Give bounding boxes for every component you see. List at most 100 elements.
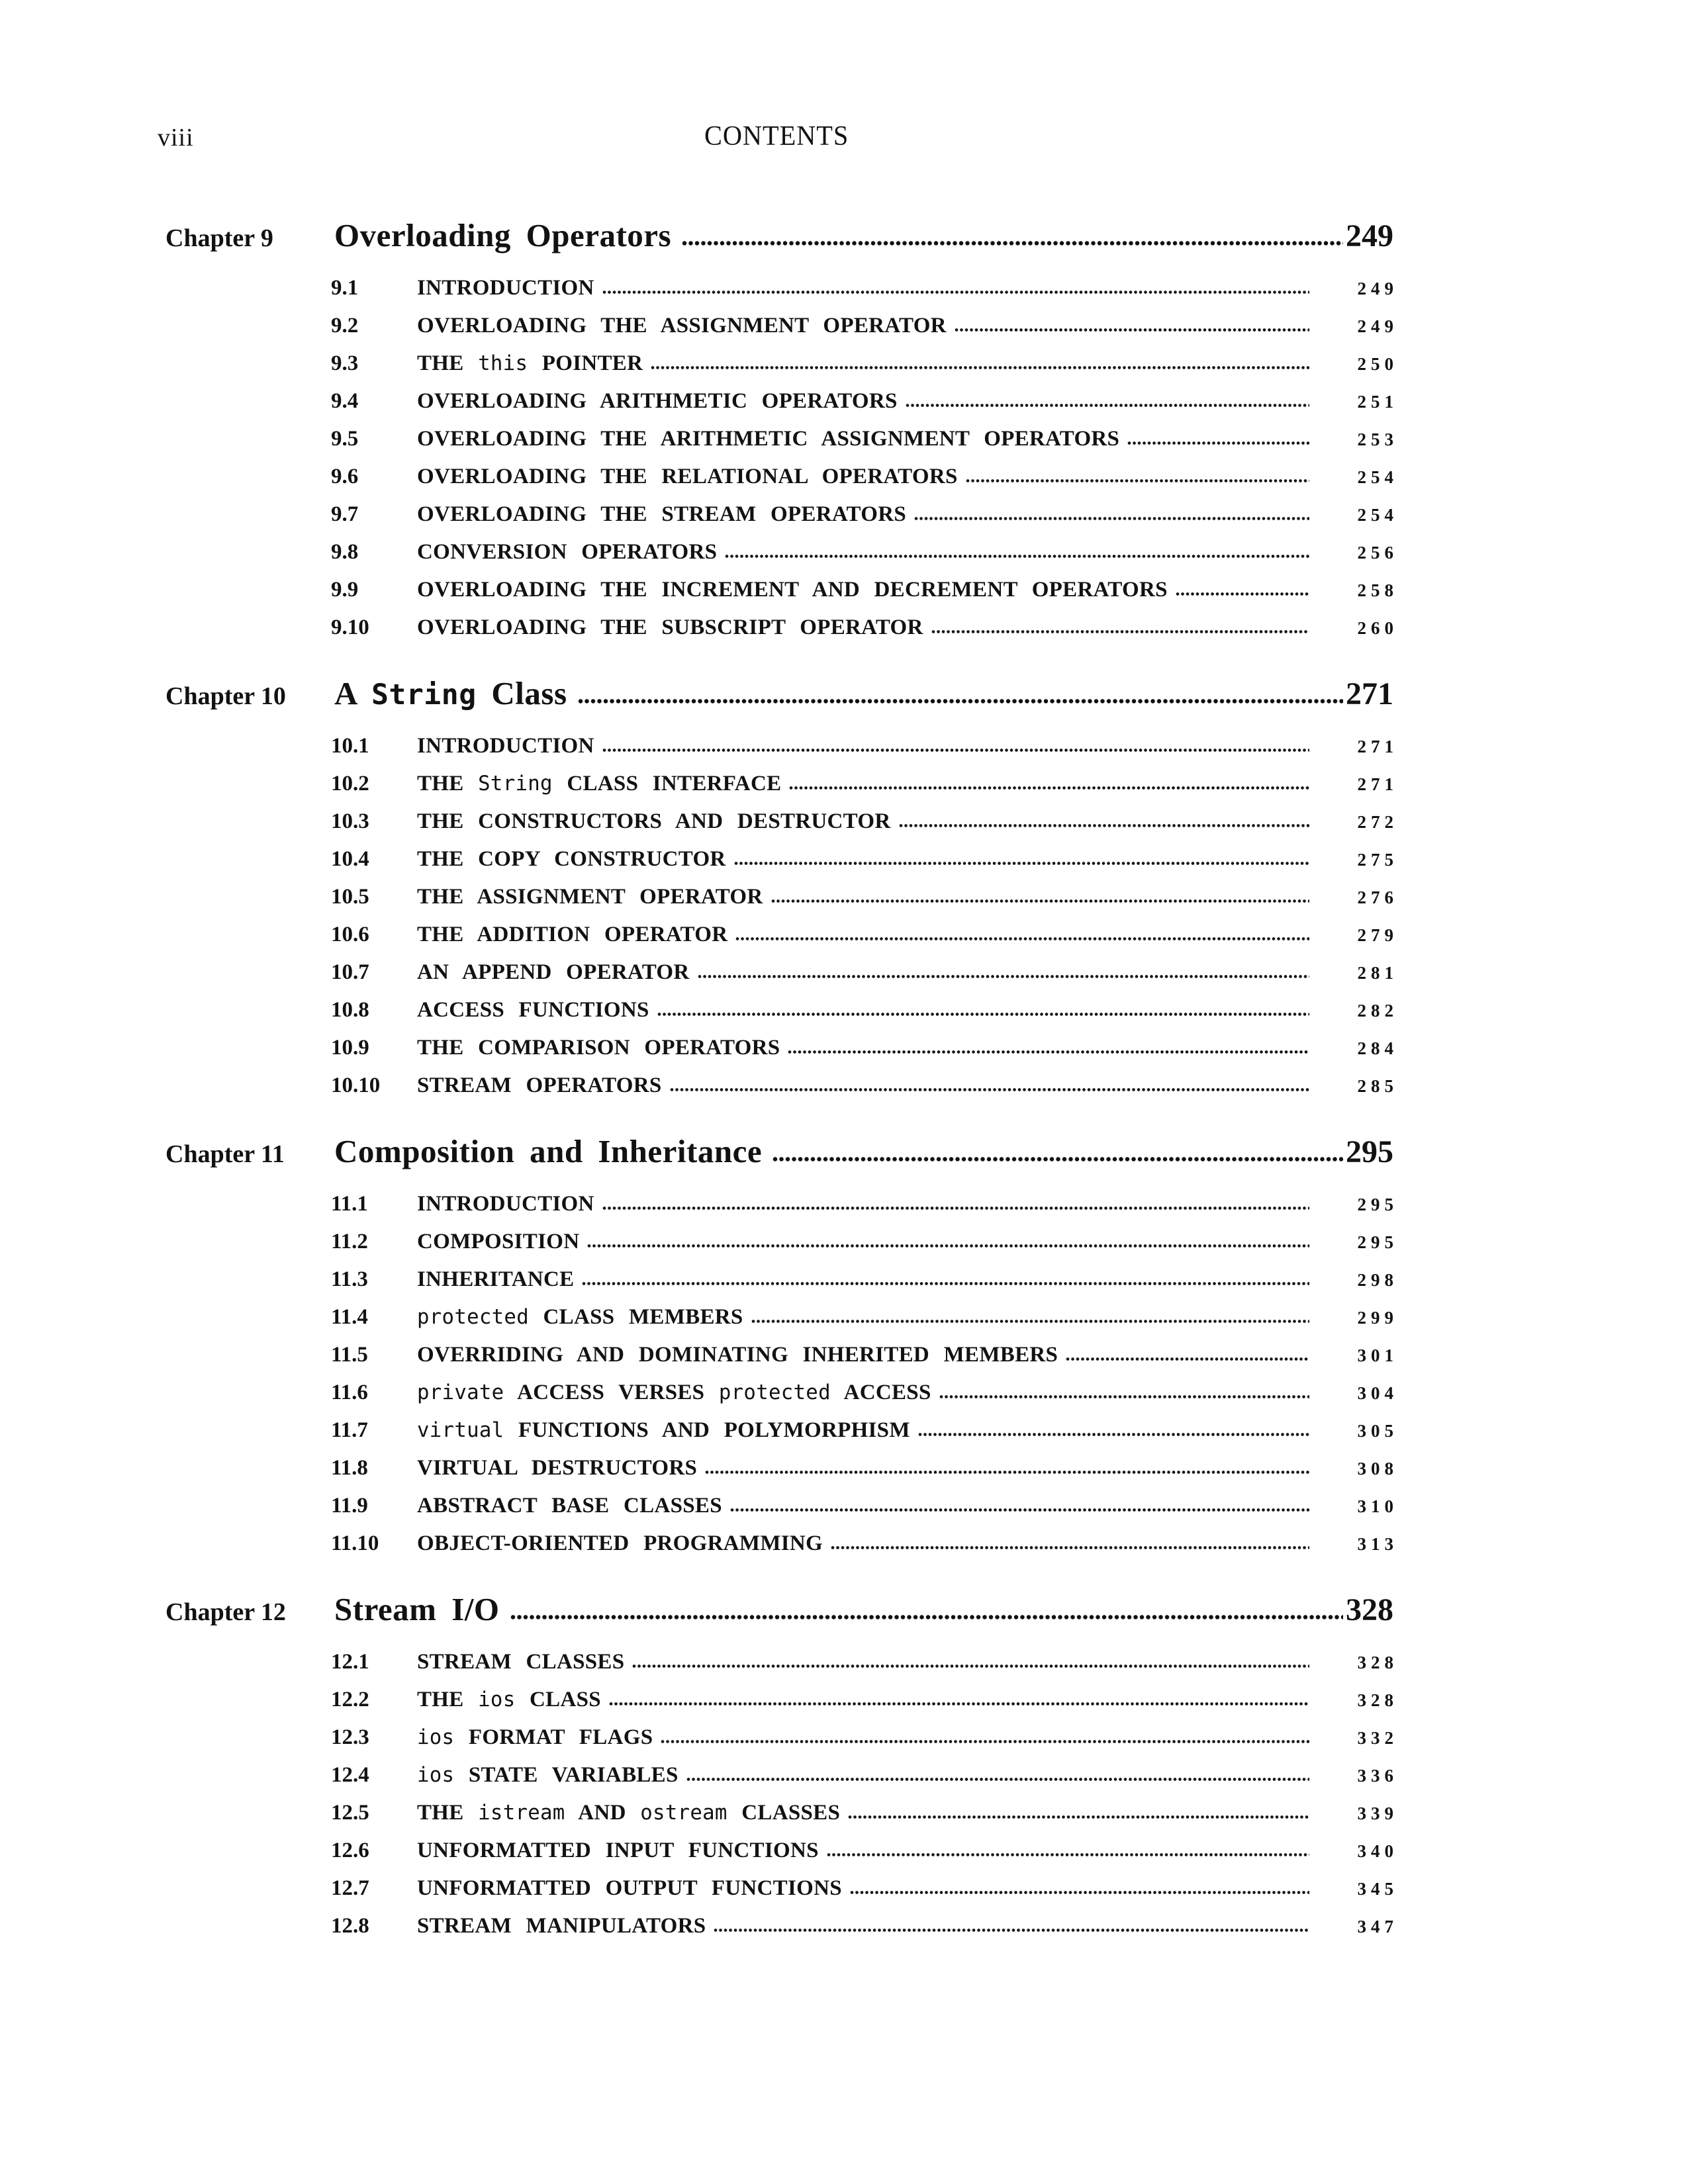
toc-entry: 10.9 THE COMPARISON OPERATORS 284 <box>331 1029 1393 1067</box>
dot-leader <box>954 328 1309 332</box>
toc-entry: 11.10 OBJECT-ORIENTED PROGRAMMING 313 <box>331 1525 1393 1563</box>
chapter-page-number: 249 <box>1346 218 1393 253</box>
dot-leader <box>682 240 1343 246</box>
section-number: 10.8 <box>331 998 369 1022</box>
section-page-number: 295 <box>1357 1232 1398 1252</box>
chapter-page-number: 295 <box>1346 1134 1393 1169</box>
chapter-label: Chapter 11 <box>165 1140 285 1168</box>
toc-entry: 9.7 OVERLOADING THE STREAM OPERATORS 254 <box>331 496 1393 533</box>
dot-leader <box>686 1777 1309 1782</box>
chapter-heading: Chapter 12 Stream I/O 328 <box>165 1589 1393 1630</box>
section-title-text: FORMAT FLAGS <box>454 1725 653 1749</box>
dot-leader <box>1175 592 1309 596</box>
section-number: 11.8 <box>331 1456 368 1480</box>
section-title: THE ASSIGNMENT OPERATOR <box>417 878 763 916</box>
section-title-text: ACCESS FUNCTIONS <box>417 998 649 1022</box>
section-number: 10.7 <box>331 960 369 984</box>
section-page-number: 308 <box>1357 1459 1398 1479</box>
section-page-number: 249 <box>1357 316 1398 336</box>
chapter-sections: 12.1 STREAM CLASSES 328 12.2 THE ios CLA… <box>331 1643 1393 1945</box>
toc-entry: 12.6 UNFORMATTED INPUT FUNCTIONS 340 <box>331 1832 1393 1870</box>
section-number: 9.6 <box>331 465 359 488</box>
section-title: INHERITANCE <box>417 1261 574 1298</box>
section-title: STREAM CLASSES <box>417 1643 624 1681</box>
section-page-number: 299 <box>1357 1308 1398 1328</box>
section-title-text: ACCESS VERSES <box>504 1381 719 1404</box>
section-title-keyword: virtual <box>417 1419 504 1442</box>
chapter-title-text: Stream I/O <box>334 1591 500 1627</box>
section-title: STREAM MANIPULATORS <box>417 1907 706 1945</box>
section-title-keyword: private <box>417 1381 504 1404</box>
section-title-text: STREAM MANIPULATORS <box>417 1914 706 1938</box>
chapter-heading: Chapter 11 Composition and Inheritance 2… <box>165 1131 1393 1172</box>
dot-leader <box>657 1012 1309 1017</box>
toc-entry: 12.1 STREAM CLASSES 328 <box>331 1643 1393 1681</box>
section-title-keyword: ostream <box>640 1801 727 1825</box>
dot-leader <box>898 823 1309 828</box>
toc-entry: 10.10 STREAM OPERATORS 285 <box>331 1067 1393 1105</box>
section-title-keyword: this <box>478 352 528 375</box>
section-number: 9.7 <box>331 502 359 526</box>
section-title: ios FORMAT FLAGS <box>417 1719 653 1756</box>
section-number: 9.9 <box>331 578 359 602</box>
section-title: OVERLOADING ARITHMETIC OPERATORS <box>417 383 898 420</box>
dot-leader <box>1127 441 1309 445</box>
section-page-number: 313 <box>1357 1534 1398 1554</box>
section-title: THE COPY CONSTRUCTOR <box>417 841 726 878</box>
section-title-keyword: String <box>478 772 553 796</box>
toc-entry: 12.3 ios FORMAT FLAGS 332 <box>331 1719 1393 1756</box>
toc-entry: 9.8 CONVERSION OPERATORS 256 <box>331 533 1393 571</box>
section-number: 10.10 <box>331 1073 381 1097</box>
section-title-text: CLASS MEMBERS <box>528 1305 743 1329</box>
section-page-number: 282 <box>1357 1001 1398 1021</box>
section-page-number: 328 <box>1357 1690 1398 1710</box>
toc-entry: 11.2 COMPOSITION 295 <box>331 1223 1393 1261</box>
section-title-text: UNFORMATTED INPUT FUNCTIONS <box>417 1839 819 1862</box>
dot-leader <box>632 1664 1309 1668</box>
section-number: 11.9 <box>331 1494 368 1518</box>
section-title: STREAM OPERATORS <box>417 1067 662 1105</box>
toc-entry: 10.5 THE ASSIGNMENT OPERATOR 276 <box>331 878 1393 916</box>
dot-leader <box>914 516 1309 521</box>
section-title-text: FUNCTIONS AND POLYMORPHISM <box>504 1418 910 1442</box>
chapter-sections: 10.1 INTRODUCTION 271 10.2 THE String CL… <box>331 727 1393 1105</box>
toc-entry: 12.4 ios STATE VARIABLES 336 <box>331 1756 1393 1794</box>
section-title: OBJECT-ORIENTED PROGRAMMING <box>417 1525 823 1563</box>
dot-leader <box>789 786 1309 790</box>
section-number: 10.6 <box>331 923 369 946</box>
section-page-number: 271 <box>1357 737 1398 756</box>
dot-leader <box>697 974 1309 979</box>
chapter-label: Chapter 9 <box>165 224 273 252</box>
section-page-number: 284 <box>1357 1038 1398 1058</box>
toc-entry: 11.3 INHERITANCE 298 <box>331 1261 1393 1298</box>
dot-leader <box>931 629 1309 634</box>
section-title-keyword: ios <box>478 1688 516 1711</box>
section-page-number: 298 <box>1357 1270 1398 1290</box>
section-page-number: 258 <box>1357 580 1398 600</box>
section-page-number: 260 <box>1357 618 1398 638</box>
section-title-text: THE <box>417 1801 479 1825</box>
section-number: 11.2 <box>331 1230 368 1253</box>
section-title: INTRODUCTION <box>417 1185 594 1223</box>
section-title-keyword: protected <box>417 1306 529 1329</box>
section-number: 10.9 <box>331 1036 369 1060</box>
dot-leader <box>651 365 1309 370</box>
section-title-text: OVERRIDING AND DOMINATING INHERITED MEMB… <box>417 1343 1058 1367</box>
toc-entry: 9.5 OVERLOADING THE ARITHMETIC ASSIGNMEN… <box>331 420 1393 458</box>
section-page-number: 254 <box>1357 467 1398 487</box>
section-page-number: 340 <box>1357 1841 1398 1861</box>
section-title-text: OVERLOADING THE ASSIGNMENT OPERATOR <box>417 314 947 338</box>
section-title-text: OBJECT-ORIENTED PROGRAMMING <box>417 1531 823 1555</box>
section-page-number: 256 <box>1357 543 1398 563</box>
section-number: 12.6 <box>331 1839 369 1862</box>
chapter-title-text: A <box>334 675 371 711</box>
toc-entry: 9.6 OVERLOADING THE RELATIONAL OPERATORS… <box>331 458 1393 496</box>
section-title-text: OVERLOADING THE SUBSCRIPT OPERATOR <box>417 615 923 639</box>
section-title: INTRODUCTION <box>417 727 594 765</box>
section-title: THE ios CLASS <box>417 1681 601 1719</box>
section-page-number: 271 <box>1357 774 1398 794</box>
toc-entry: 9.3 THE this POINTER 250 <box>331 345 1393 383</box>
section-page-number: 304 <box>1357 1383 1398 1403</box>
chapter-title-keyword: String <box>371 678 477 711</box>
chapter-title-text: Composition and Inheritance <box>334 1133 763 1169</box>
